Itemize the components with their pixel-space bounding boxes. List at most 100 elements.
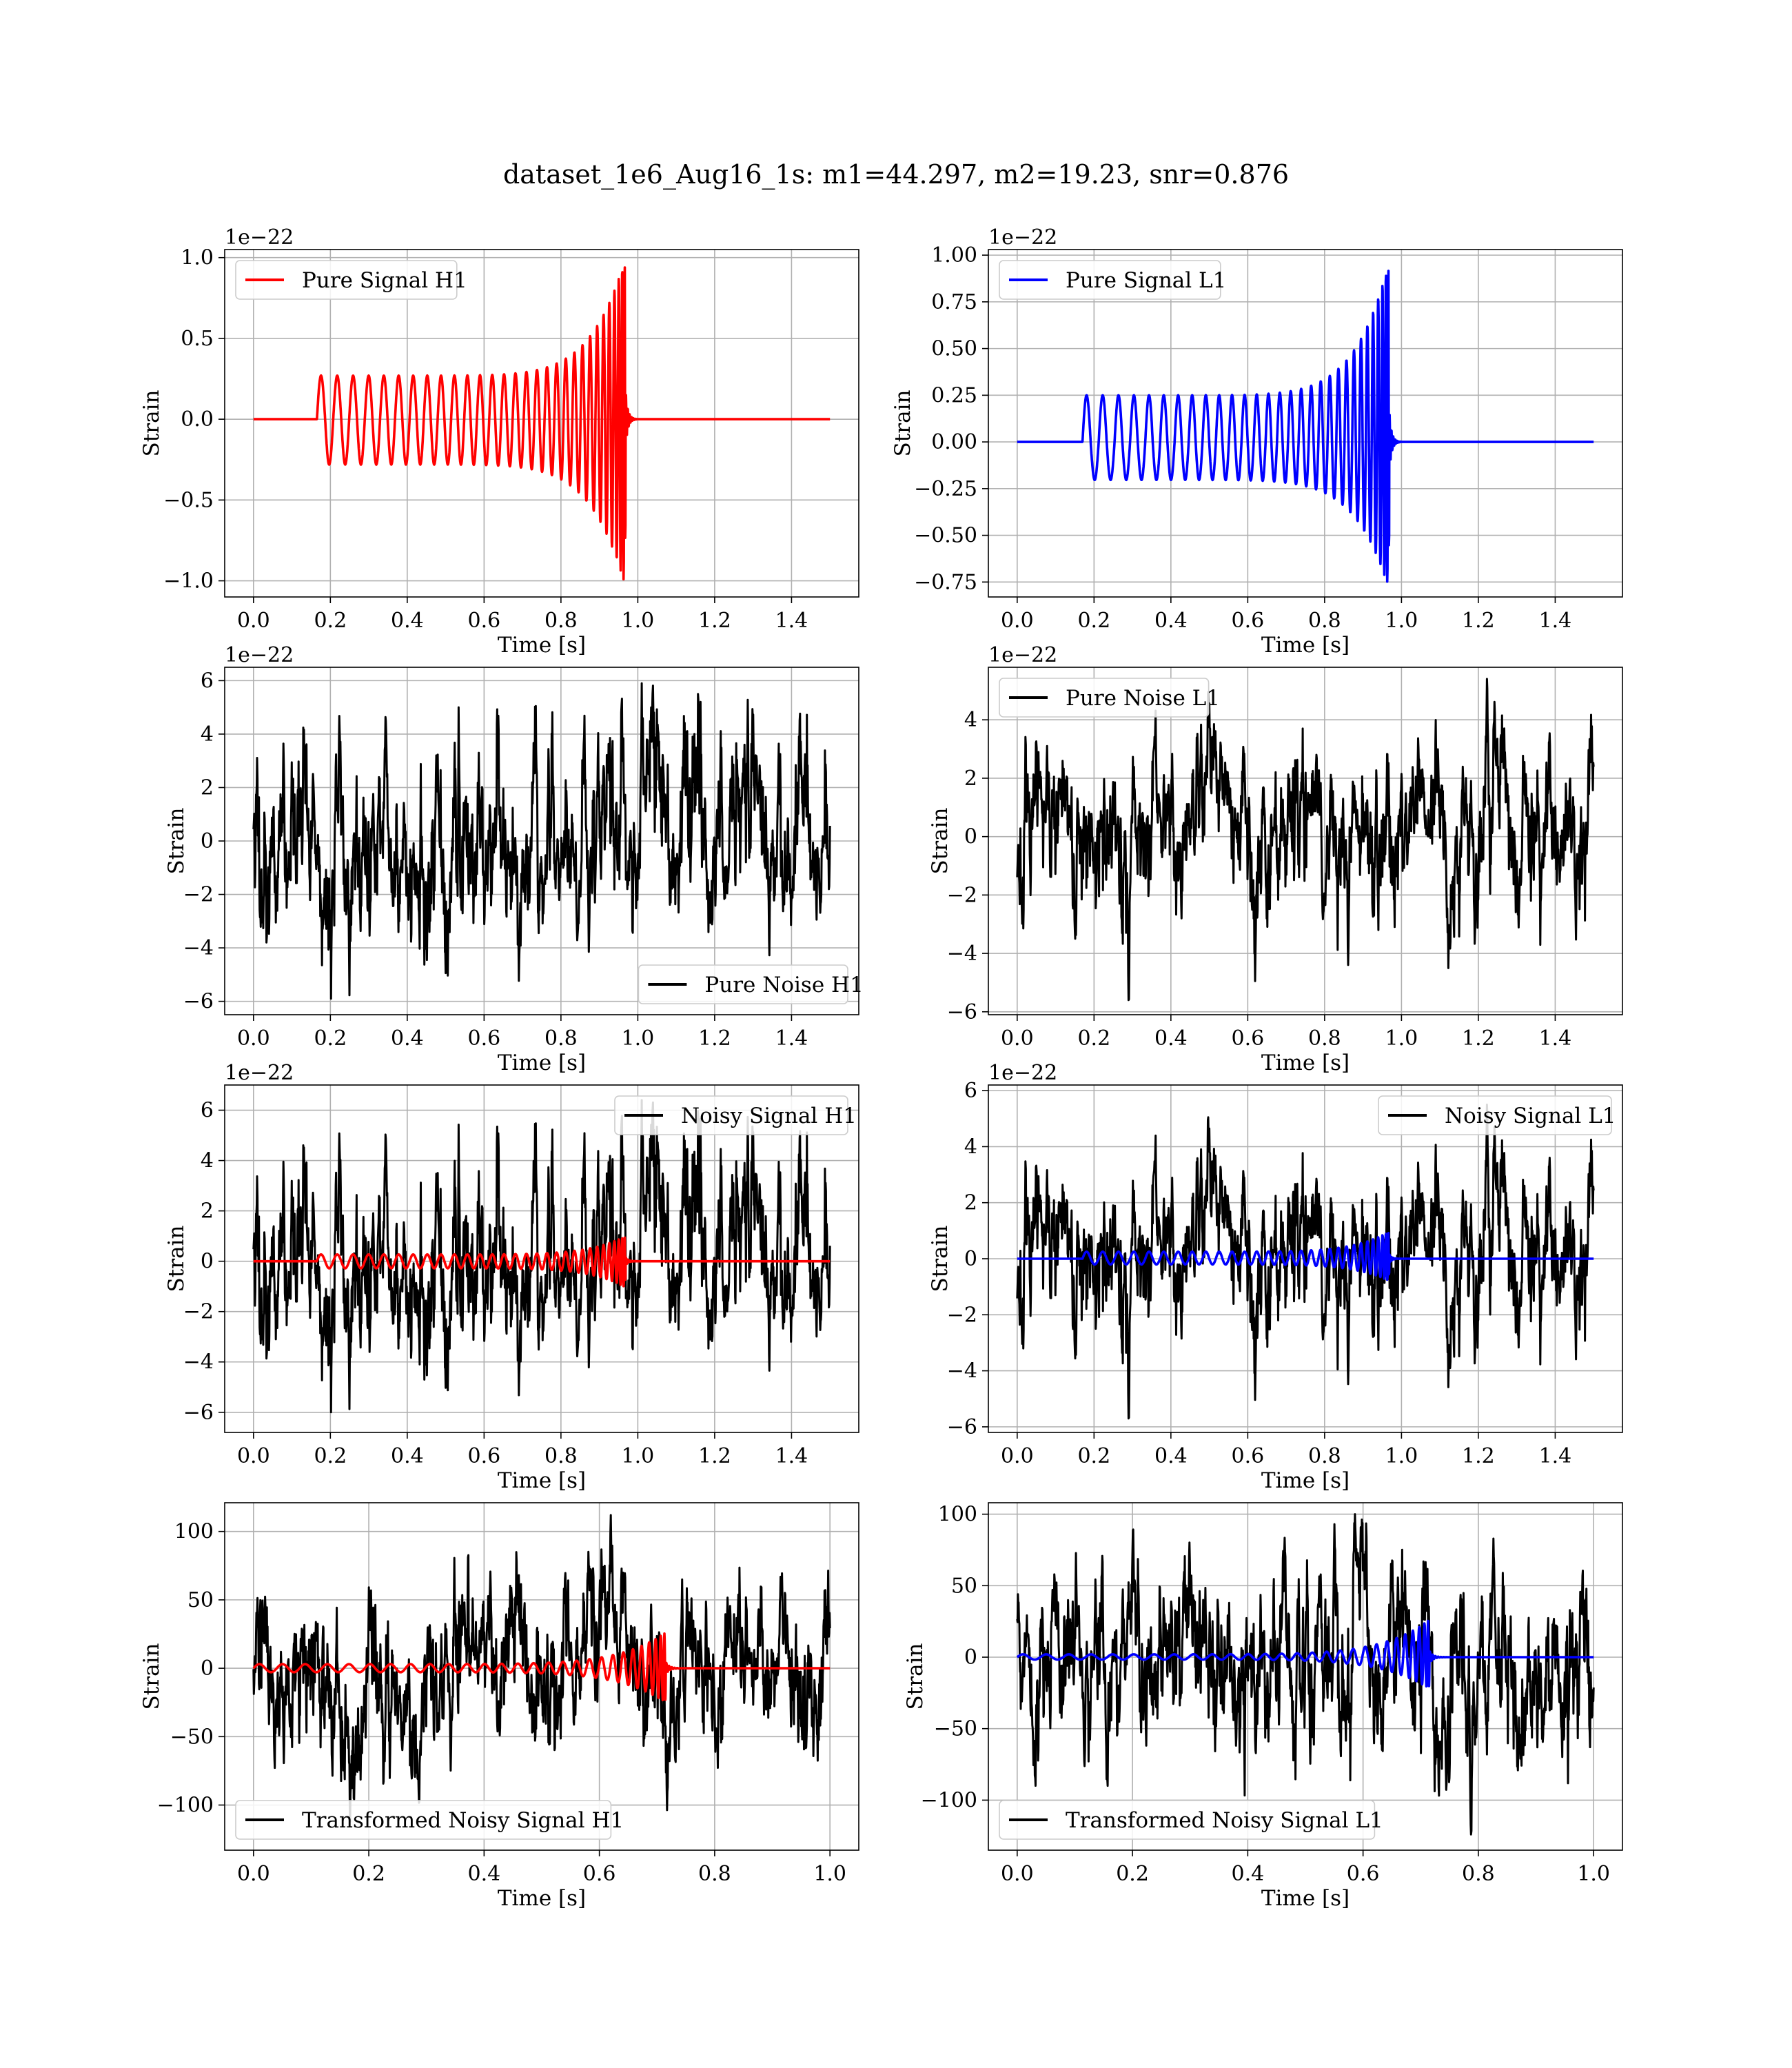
y-tick-label: −0.75	[914, 570, 977, 594]
axes-frame	[224, 1502, 859, 1851]
subplot-grid: 0.0 0.2 0.4 0.6 0.8 1.0 1.2 1.4 −1.0 −0.5 0.0 0.5 1.…	[139, 225, 1623, 1911]
series-line-transformed-noisy-signal-l1	[1016, 1513, 1595, 1836]
offset-text: 1e−22	[225, 1061, 294, 1085]
y-tick-label: 0.75	[931, 290, 977, 314]
x-axis-label: Time [s]	[1261, 1886, 1350, 1911]
x-tick-label: 0.8	[1308, 609, 1341, 633]
series-line-pure-signal-h1	[252, 266, 831, 580]
x-axis-label: Time [s]	[1261, 1051, 1350, 1075]
legend-box	[999, 1800, 1376, 1840]
legend-label: Pure Noise L1	[1066, 686, 1220, 711]
x-axis-label: Time [s]	[498, 633, 586, 658]
x-tick-label: 1.4	[775, 609, 808, 633]
y-tick-label: −1.0	[163, 569, 214, 594]
x-tick-label: 0.2	[352, 1862, 385, 1886]
y-tick-label: 6	[201, 1099, 214, 1123]
x-tick-label: 1.0	[622, 1444, 655, 1468]
legend-label: Noisy Signal L1	[1445, 1104, 1616, 1128]
y-tick-label: 100	[174, 1520, 214, 1544]
plot-area	[1016, 1513, 1595, 1836]
x-tick-label: 0.2	[1077, 1026, 1110, 1051]
x-tick-label: 0.4	[468, 1862, 501, 1886]
y-tick-label: −4	[183, 936, 214, 960]
x-tick-label: 0.0	[1001, 609, 1034, 633]
axes-frame	[224, 249, 859, 598]
y-tick-label: 0	[964, 825, 977, 849]
y-tick-label: −2	[947, 883, 977, 907]
x-tick-label: 0.0	[1001, 1026, 1034, 1051]
legend: Pure Noise L1	[999, 678, 1220, 718]
y-tick-label: 0.0	[181, 407, 214, 432]
x-tick-label: 0.0	[237, 1444, 270, 1468]
y-tick-label: −4	[183, 1350, 214, 1375]
y-tick-label: −4	[947, 1359, 977, 1383]
x-tick-label: 1.0	[622, 609, 655, 633]
y-tick-label: −100	[157, 1794, 214, 1818]
plot-area	[252, 1099, 831, 1414]
x-tick-label: 0.8	[1308, 1444, 1341, 1468]
legend: Pure Signal H1	[235, 260, 467, 300]
legend-label: Transformed Noisy Signal H1	[302, 1808, 624, 1833]
x-tick-label: 1.0	[1385, 1444, 1418, 1468]
x-tick-label: 1.4	[1539, 609, 1572, 633]
series-line-noisy-signal-l1	[1016, 1104, 1595, 1420]
y-axis-label: Strain	[928, 808, 953, 875]
x-tick-label: 0.4	[391, 1444, 424, 1468]
y-tick-label: −0.5	[163, 488, 214, 512]
y-tick-label: 100	[938, 1503, 977, 1527]
x-tick-label: 0.0	[1001, 1444, 1034, 1468]
plot-area	[1016, 270, 1595, 583]
subplot-7: 0.0 0.2 0.4 0.6 0.8 1.0 −100 −50 0 50 100 Time [s] S…	[139, 1502, 859, 1911]
x-tick-label: 0.6	[468, 1444, 501, 1468]
subplot-1: 0.0 0.2 0.4 0.6 0.8 1.0 1.2 1.4 −1.0 −0.5 0.0 0.5 1.…	[139, 225, 859, 658]
y-tick-label: 50	[951, 1574, 977, 1598]
subplot-2: 0.0 0.2 0.4 0.6 0.8 1.0 1.2 1.4 −0.75 −0.50 −0.25 0…	[890, 225, 1623, 658]
x-tick-label: 0.6	[468, 1026, 501, 1051]
x-tick-label: 1.0	[1385, 1026, 1418, 1051]
x-tick-label: 0.0	[237, 609, 270, 633]
plot-area	[252, 1514, 831, 1823]
y-tick-label: 0	[201, 1250, 214, 1274]
x-tick-label: 0.2	[314, 609, 347, 633]
y-axis-label: Strain	[890, 390, 915, 457]
x-tick-label: 0.8	[1308, 1026, 1341, 1051]
x-tick-label: 1.4	[1539, 1026, 1572, 1051]
legend-box	[235, 260, 458, 300]
x-tick-label: 0.2	[1116, 1862, 1149, 1886]
offset-text: 1e−22	[988, 643, 1057, 667]
x-tick-label: 0.2	[1077, 1444, 1110, 1468]
legend-box	[999, 678, 1210, 718]
y-axis-label: Strain	[164, 1226, 189, 1292]
y-axis-label: Strain	[139, 390, 164, 457]
x-tick-label: 0.8	[698, 1862, 731, 1886]
x-axis-label: Time [s]	[1261, 1468, 1350, 1493]
x-tick-label: 0.8	[544, 1026, 578, 1051]
axes-frame	[224, 1084, 859, 1433]
y-tick-label: −4	[947, 942, 977, 966]
y-tick-label: 0.5	[181, 327, 214, 351]
series-line-transformed-noisy-signal-h1	[252, 1514, 831, 1823]
axes-frame	[988, 1502, 1623, 1851]
x-tick-label: 0.6	[583, 1862, 616, 1886]
x-tick-label: 1.2	[1462, 1444, 1495, 1468]
x-tick-label: 1.4	[775, 1444, 808, 1468]
legend-box	[1378, 1095, 1612, 1135]
x-tick-label: 0.2	[314, 1026, 347, 1051]
legend: Transformed Noisy Signal L1	[999, 1800, 1383, 1840]
subplot-5: 0.0 0.2 0.4 0.6 0.8 1.0 1.2 1.4 −6 −4 −2 0 2 4 6 Time […	[164, 1061, 859, 1493]
plot-area	[252, 682, 831, 1000]
legend-label: Pure Signal H1	[302, 268, 467, 293]
x-tick-label: 1.4	[775, 1026, 808, 1051]
y-tick-label: 0.25	[931, 383, 977, 407]
subplot-6: 0.0 0.2 0.4 0.6 0.8 1.0 1.2 1.4 −6 −4 −2 0 2 4 6 Time […	[928, 1061, 1623, 1493]
y-tick-label: 0	[201, 829, 214, 853]
y-tick-label: −6	[947, 1415, 977, 1439]
y-tick-label: 4	[964, 1135, 977, 1159]
x-tick-label: 0.6	[468, 609, 501, 633]
x-tick-label: 1.2	[1462, 609, 1495, 633]
x-axis-label: Time [s]	[498, 1468, 586, 1493]
y-tick-label: −2	[183, 883, 214, 907]
x-axis-label: Time [s]	[1261, 633, 1350, 658]
legend: Transformed Noisy Signal H1	[235, 1800, 624, 1840]
